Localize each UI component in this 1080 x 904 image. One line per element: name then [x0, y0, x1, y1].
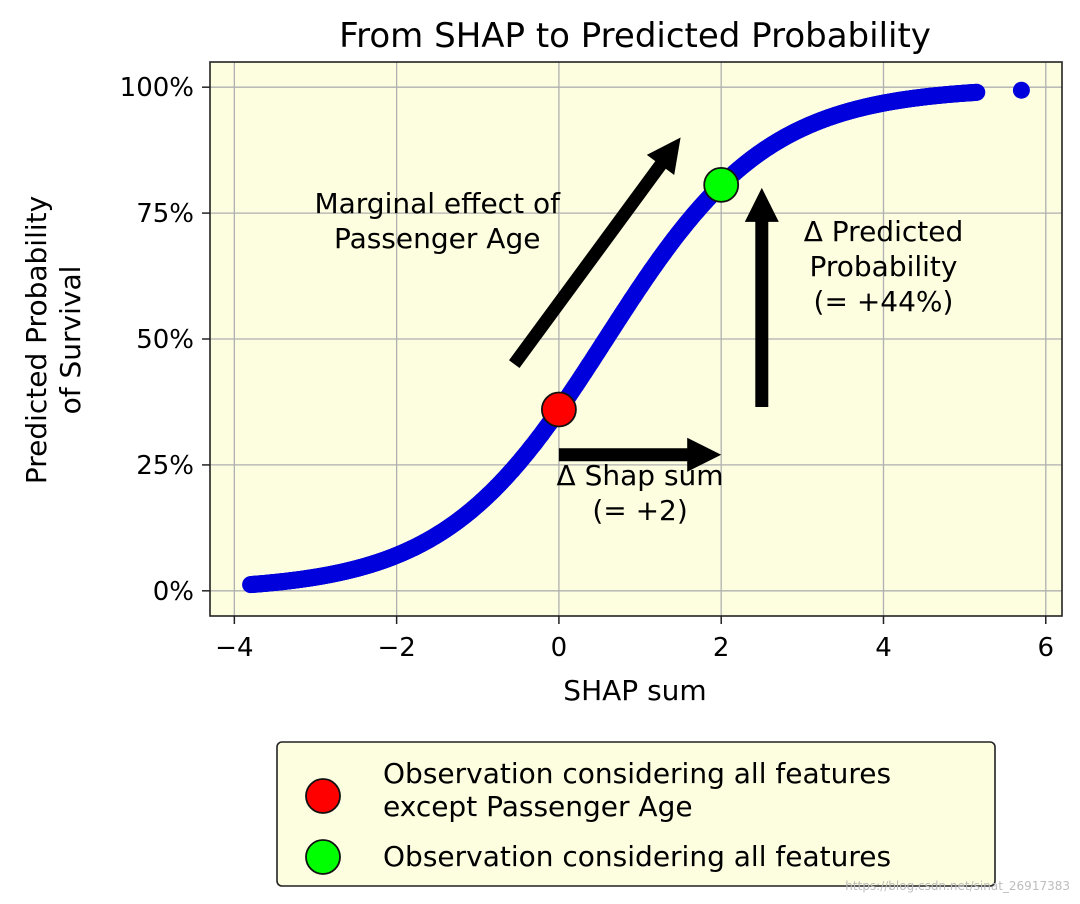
- annotation-text: (= +2): [592, 494, 687, 527]
- curve-point: [968, 83, 986, 101]
- arrow: [558, 437, 722, 472]
- x-tick-label: 2: [713, 633, 730, 663]
- y-tick-label: 75%: [136, 199, 194, 229]
- y-tick-label: 50%: [136, 325, 194, 355]
- y-tick-label: 25%: [136, 451, 194, 481]
- arrow: [509, 137, 681, 368]
- legend-marker: [305, 778, 341, 814]
- y-axis-label-line-2: of Survival: [54, 266, 87, 415]
- x-tick-label: 6: [1037, 633, 1054, 663]
- x-tick-label: −2: [377, 633, 415, 663]
- legend-entry-text: Observation considering all features: [383, 840, 891, 873]
- y-axis-label-line-1: Predicted Probability: [20, 196, 53, 484]
- axis-ticks: −4 −2 0 2 4 6 0% 25% 50% 75% 100%: [120, 73, 1054, 663]
- highlight-points: [541, 166, 740, 428]
- annotation-text: (= +44%): [814, 285, 954, 318]
- arrow: [744, 187, 779, 407]
- data-curve: [242, 81, 1030, 594]
- annotation-text: Probability: [809, 250, 957, 283]
- curve-point: [1012, 81, 1030, 99]
- x-tick-label: 0: [551, 633, 568, 663]
- x-tick-label: −4: [215, 633, 253, 663]
- legend: Observation considering all featuresexce…: [276, 741, 996, 887]
- legend-box: [276, 741, 996, 887]
- annotation-text: Passenger Age: [334, 222, 541, 255]
- legend-marker: [305, 839, 341, 875]
- annotation-text: Δ Shap sum: [557, 459, 724, 492]
- annotation-text: Marginal effect of: [314, 187, 561, 220]
- y-tick-label: 100%: [120, 73, 194, 103]
- x-tick-label: 4: [875, 633, 892, 663]
- highlight-point: [703, 166, 740, 203]
- legend-entry-text: Observation considering all features: [383, 757, 891, 790]
- grid-lines: [210, 62, 1062, 616]
- chart-title: From SHAP to Predicted Probability: [339, 16, 931, 56]
- annotation-text: Δ Predicted: [804, 215, 964, 248]
- x-axis-label: SHAP sum: [563, 674, 706, 707]
- watermark: https://blog.csdn.net/sinat_26917383: [845, 879, 1070, 893]
- arrows: [509, 137, 779, 472]
- legend-entry-text: except Passenger Age: [383, 790, 693, 823]
- y-tick-label: 0%: [153, 577, 194, 607]
- highlight-point: [541, 391, 577, 428]
- curve-point: [305, 568, 323, 586]
